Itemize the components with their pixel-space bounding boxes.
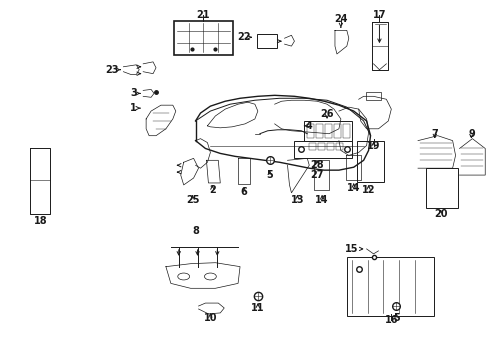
Bar (325, 124, 331, 138)
Text: 22: 22 (237, 32, 250, 42)
Text: 3: 3 (130, 88, 136, 98)
Bar (342, 124, 349, 138)
Text: 23: 23 (104, 65, 118, 75)
Bar (333, 124, 340, 138)
Ellipse shape (178, 273, 189, 280)
Ellipse shape (204, 273, 216, 280)
Bar (346, 257, 433, 316)
Bar (306, 124, 314, 138)
Bar (294, 141, 351, 158)
Bar (304, 121, 351, 141)
Bar (316, 124, 323, 138)
Bar (356, 141, 384, 182)
Text: 19: 19 (366, 140, 380, 150)
Text: 7: 7 (430, 129, 437, 139)
Bar (326, 143, 333, 150)
Bar (335, 143, 342, 150)
Text: 14: 14 (315, 195, 328, 205)
Text: 15: 15 (345, 244, 358, 254)
Bar (425, 168, 457, 208)
Text: 5: 5 (266, 170, 272, 180)
Text: 28: 28 (310, 160, 324, 170)
Text: 13: 13 (290, 195, 304, 205)
Text: 26: 26 (320, 109, 333, 119)
Text: 6: 6 (240, 187, 247, 197)
Bar (318, 143, 325, 150)
Text: 18: 18 (34, 216, 47, 226)
Bar (365, 93, 381, 100)
Text: 16: 16 (384, 315, 397, 325)
Text: 4: 4 (305, 121, 312, 131)
Text: 10: 10 (203, 313, 217, 323)
Text: 12: 12 (361, 185, 375, 195)
Text: 21: 21 (196, 10, 210, 19)
Text: 1: 1 (130, 103, 136, 113)
Bar (308, 143, 316, 150)
Text: 25: 25 (185, 195, 199, 205)
Text: 27: 27 (310, 170, 323, 180)
Text: 8: 8 (192, 226, 199, 236)
Text: 5: 5 (392, 313, 399, 323)
Text: 2: 2 (208, 185, 215, 195)
Text: 17: 17 (372, 10, 386, 19)
Bar (173, 21, 233, 55)
Bar (256, 34, 276, 48)
Text: 11: 11 (250, 303, 264, 313)
Text: 9: 9 (467, 129, 474, 139)
Text: 20: 20 (433, 210, 447, 220)
Text: 14: 14 (346, 183, 360, 193)
Text: 24: 24 (333, 14, 347, 23)
